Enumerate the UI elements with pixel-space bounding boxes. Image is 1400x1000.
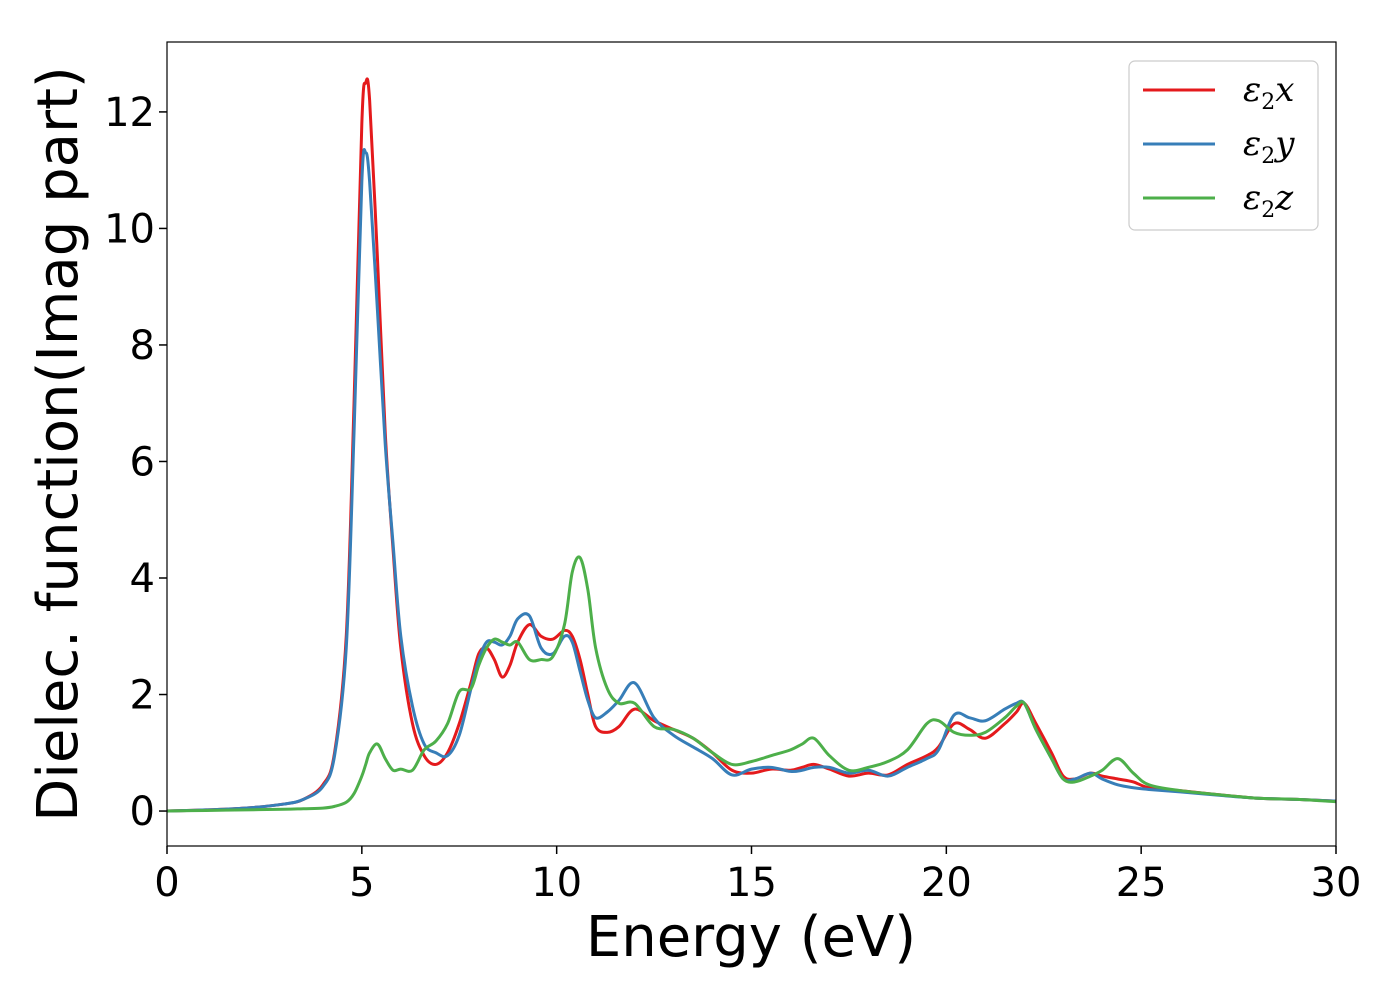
legend: ε2x ε2y ε2z bbox=[1128, 60, 1319, 231]
x-tick-label: 15 bbox=[726, 860, 777, 906]
x-tick-label: 5 bbox=[349, 860, 374, 906]
legend-box bbox=[1128, 60, 1319, 231]
x-axis: 0 5 10 15 20 25 30 bbox=[154, 846, 1361, 906]
y-tick-label: 0 bbox=[130, 789, 155, 835]
x-tick-label: 20 bbox=[921, 860, 972, 906]
x-tick-label: 25 bbox=[1116, 860, 1167, 906]
x-tick-label: 0 bbox=[154, 860, 179, 906]
y-tick-label: 12 bbox=[104, 90, 155, 136]
series-line-1 bbox=[166, 77, 1337, 813]
legend-label-3: ε2z bbox=[1243, 178, 1294, 223]
series-layer bbox=[166, 77, 1337, 813]
x-axis-title: Energy (eV) bbox=[586, 905, 916, 970]
y-axis-title: Dielec. function(Imag part) bbox=[26, 66, 91, 822]
y-tick-label: 2 bbox=[130, 673, 155, 719]
y-tick-label: 8 bbox=[130, 323, 155, 369]
y-tick-label: 10 bbox=[104, 206, 155, 252]
x-tick-label: 10 bbox=[531, 860, 582, 906]
series-line-3 bbox=[166, 555, 1337, 813]
legend-label-2: ε2y bbox=[1243, 124, 1295, 169]
x-tick-label: 30 bbox=[1311, 860, 1362, 906]
y-axis: 0 2 4 6 8 10 12 bbox=[104, 90, 167, 835]
y-tick-label: 6 bbox=[130, 439, 155, 485]
y-tick-label: 4 bbox=[130, 556, 155, 602]
legend-label-1: ε2x bbox=[1243, 70, 1294, 115]
